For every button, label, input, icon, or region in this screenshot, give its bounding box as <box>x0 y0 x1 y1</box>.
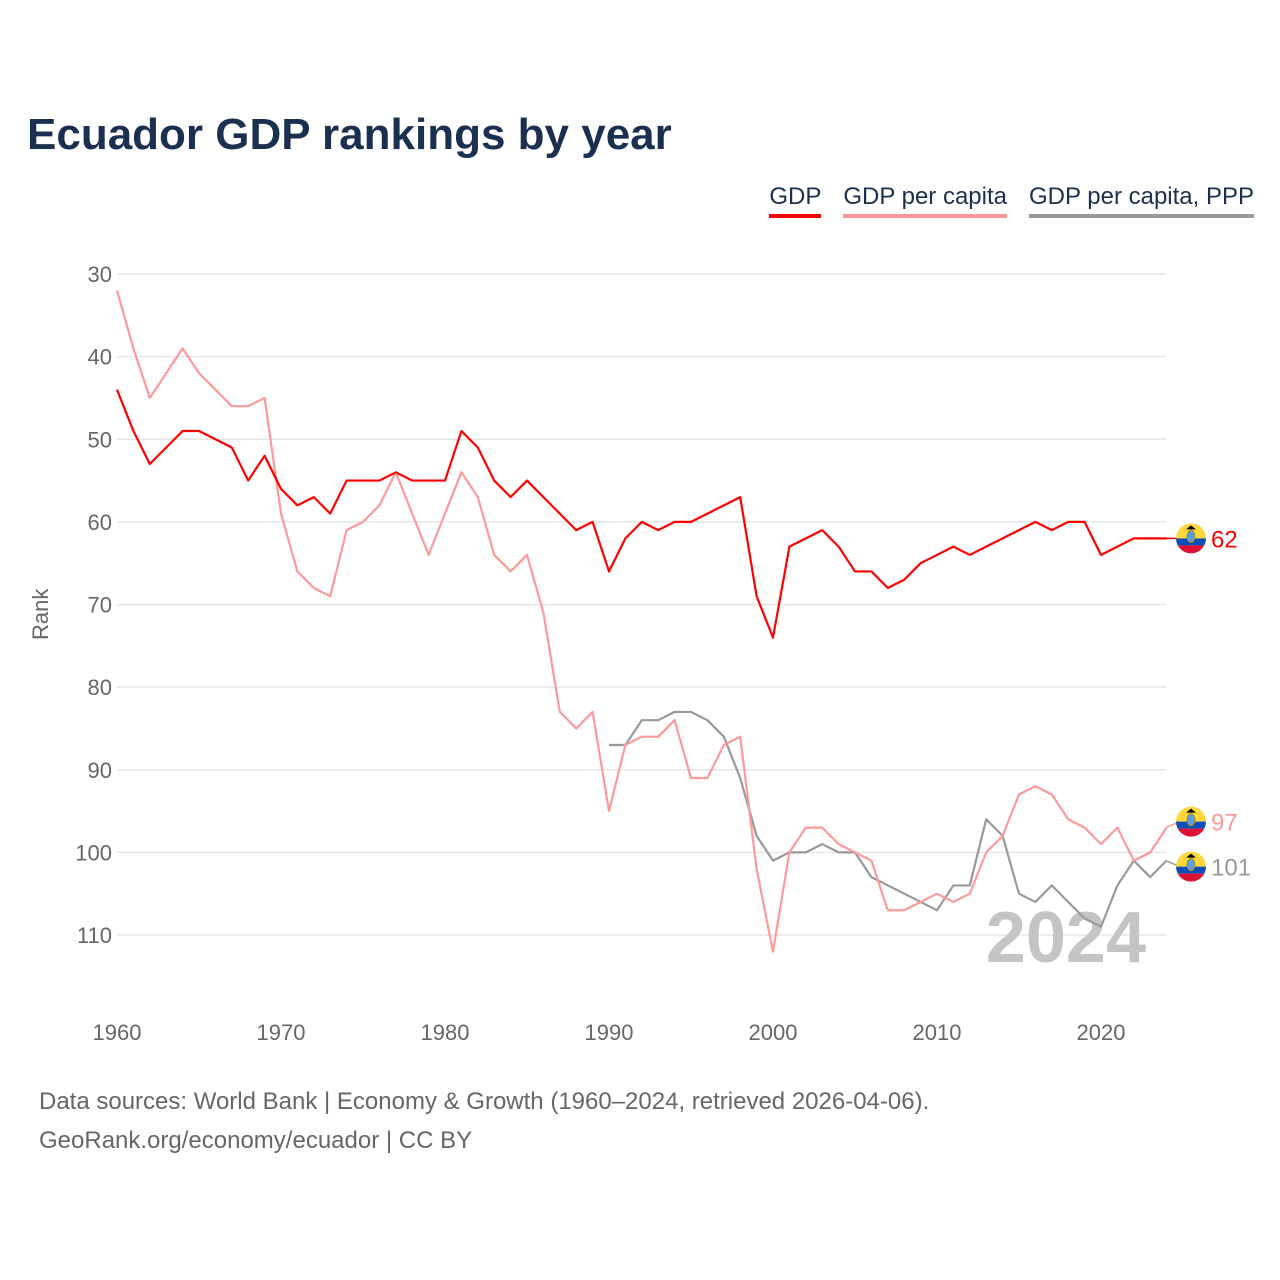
flag-emblem <box>1186 813 1196 827</box>
x-tick-label: 2020 <box>1077 1020 1126 1045</box>
end-value-label: 62 <box>1211 526 1238 553</box>
x-tick-label: 1990 <box>585 1020 634 1045</box>
chart-title: Ecuador GDP rankings by year <box>27 110 672 159</box>
series-line-1 <box>115 290 1168 953</box>
flag-red <box>1176 545 1206 554</box>
y-tick-label: 40 <box>88 345 112 370</box>
x-tick-label: 2010 <box>913 1020 962 1045</box>
end-value-label: 101 <box>1211 855 1251 882</box>
legend: GDP GDP per capita GDP per capita, PPP <box>769 183 1254 218</box>
y-tick-label: 90 <box>88 758 112 783</box>
x-tick-label: 1980 <box>421 1020 470 1045</box>
flag-condor <box>1186 525 1196 530</box>
flag-condor <box>1186 853 1196 858</box>
x-tick-label: 2000 <box>749 1020 798 1045</box>
x-tick-label: 1960 <box>93 1020 142 1045</box>
flag-emblem <box>1186 529 1196 543</box>
legend-item-gdp-per-capita-ppp[interactable]: GDP per capita, PPP <box>1029 183 1254 218</box>
footer-link[interactable]: GeoRank.org/economy/ecuador | CC BY <box>39 1127 473 1154</box>
legend-item-gdp-per-capita[interactable]: GDP per capita <box>843 183 1007 218</box>
y-tick-label: 60 <box>88 510 112 535</box>
y-tick-label: 80 <box>88 675 112 700</box>
series-line-0 <box>115 389 1167 639</box>
end-value-label: 97 <box>1211 810 1238 837</box>
y-tick-label: 70 <box>88 593 112 618</box>
year-watermark: 2024 <box>986 898 1146 978</box>
ecuador-flag-icon <box>1176 806 1206 837</box>
flag-condor <box>1186 808 1196 813</box>
footer-sources: Data sources: World Bank | Economy & Gro… <box>39 1088 930 1115</box>
series-line-2 <box>609 710 1168 928</box>
flag-red <box>1176 828 1206 837</box>
x-tick-label: 1970 <box>257 1020 306 1045</box>
flag-red <box>1176 873 1206 882</box>
flag-emblem <box>1186 858 1196 872</box>
legend-item-gdp[interactable]: GDP <box>769 183 822 218</box>
y-tick-label: 110 <box>77 923 112 948</box>
ecuador-flag-icon <box>1176 851 1206 882</box>
ecuador-flag-icon <box>1176 523 1206 554</box>
y-tick-label: 50 <box>88 427 112 452</box>
y-tick-label: 30 <box>88 262 112 287</box>
y-tick-label: 100 <box>75 840 112 865</box>
